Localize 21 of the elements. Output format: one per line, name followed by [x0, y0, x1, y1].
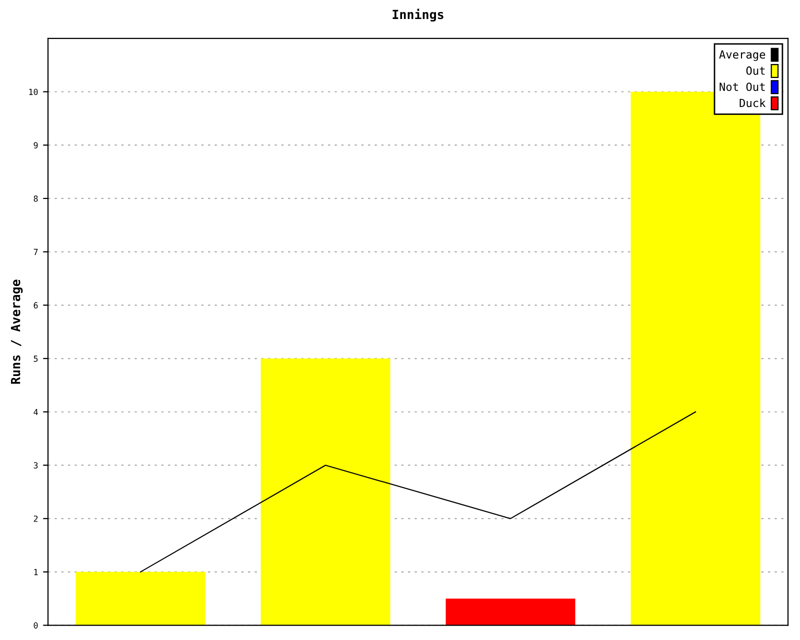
y-tick-label: 5 — [34, 356, 38, 362]
y-tick-label: 6 — [34, 302, 38, 308]
bar — [260, 358, 390, 626]
y-tick-label: 9 — [34, 142, 38, 148]
line-series — [140, 411, 696, 572]
y-axis-title: Runs / Average — [10, 280, 23, 384]
y-tick-label: 4 — [34, 408, 38, 416]
bar — [76, 572, 206, 626]
y-tick-label: 8 — [34, 195, 38, 202]
bar — [446, 598, 576, 626]
y-tick-label: 1 — [34, 569, 38, 576]
legend-label: Out — [746, 66, 765, 75]
chart-title: Innings — [392, 8, 444, 22]
legend-label: Duck — [740, 98, 766, 108]
y-tick-label: 2 — [34, 516, 38, 522]
legend-label: Average — [719, 50, 766, 61]
y-tick-label: 0 — [34, 622, 38, 629]
legend-label: Not Out — [720, 82, 765, 91]
y-tick-label: 10 — [29, 88, 38, 96]
y-tick-label: 3 — [34, 462, 38, 469]
y-tick-label: 7 — [34, 248, 38, 255]
